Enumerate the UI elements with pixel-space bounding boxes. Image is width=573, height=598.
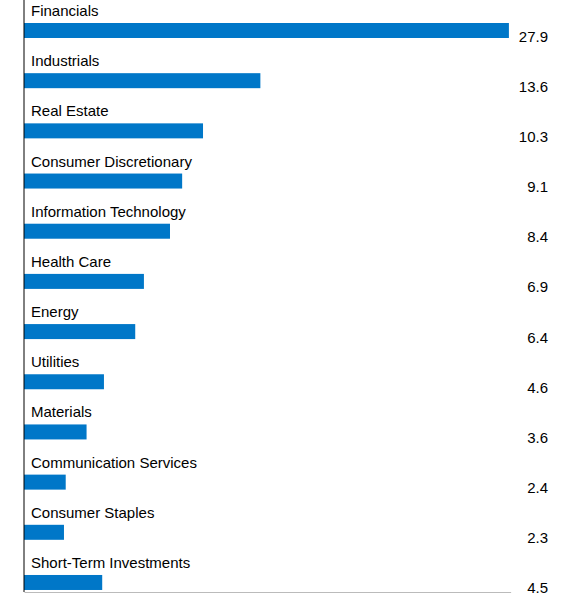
data-label: 10.3 bbox=[519, 128, 548, 145]
category-label: Short-Term Investments bbox=[31, 554, 190, 571]
category-label: Consumer Discretionary bbox=[31, 153, 192, 170]
data-label: 4.5 bbox=[527, 579, 548, 596]
data-label: 6.4 bbox=[527, 329, 548, 346]
bar bbox=[24, 424, 87, 439]
data-label: 13.6 bbox=[519, 78, 548, 95]
bar bbox=[24, 73, 260, 88]
category-label: Health Care bbox=[31, 253, 111, 270]
bar bbox=[24, 575, 102, 590]
data-label: 2.4 bbox=[527, 479, 548, 496]
data-label: 9.1 bbox=[527, 178, 548, 195]
category-label: Information Technology bbox=[31, 203, 186, 220]
bar bbox=[24, 374, 104, 389]
category-label: Utilities bbox=[31, 353, 79, 370]
data-label: 4.6 bbox=[527, 379, 548, 396]
category-label: Communication Services bbox=[31, 454, 197, 471]
x-axis-line bbox=[25, 592, 512, 593]
category-label: Energy bbox=[31, 303, 79, 320]
category-axis-line bbox=[24, 0, 25, 592]
data-label: 8.4 bbox=[527, 228, 548, 245]
x-axis bbox=[25, 592, 512, 593]
bar bbox=[24, 475, 66, 490]
data-label: 2.3 bbox=[527, 529, 548, 546]
bars bbox=[24, 23, 509, 590]
data-label: 6.9 bbox=[527, 278, 548, 295]
bar bbox=[24, 324, 135, 339]
bar bbox=[24, 123, 203, 138]
chart: Financials Industrials Real Estate Consumer… bbox=[0, 0, 573, 598]
data-label: 27.9 bbox=[519, 28, 548, 45]
data-labels: 27.9 13.6 10.3 9.1 8.4 6.9 6.4 4.6 3.6 2.4 2.3 4.5 bbox=[519, 28, 548, 597]
category-label: Materials bbox=[31, 403, 92, 420]
bar bbox=[24, 23, 509, 38]
category-label: Financials bbox=[31, 2, 99, 19]
bar bbox=[24, 274, 144, 289]
bar bbox=[24, 525, 64, 540]
category-label: Industrials bbox=[31, 52, 99, 69]
category-labels: Financials Industrials Real Estate Consumer… bbox=[31, 2, 197, 571]
data-label: 3.6 bbox=[527, 429, 548, 446]
bar bbox=[24, 224, 170, 239]
category-label: Consumer Staples bbox=[31, 504, 154, 521]
category-label: Real Estate bbox=[31, 102, 109, 119]
bar bbox=[24, 174, 182, 189]
